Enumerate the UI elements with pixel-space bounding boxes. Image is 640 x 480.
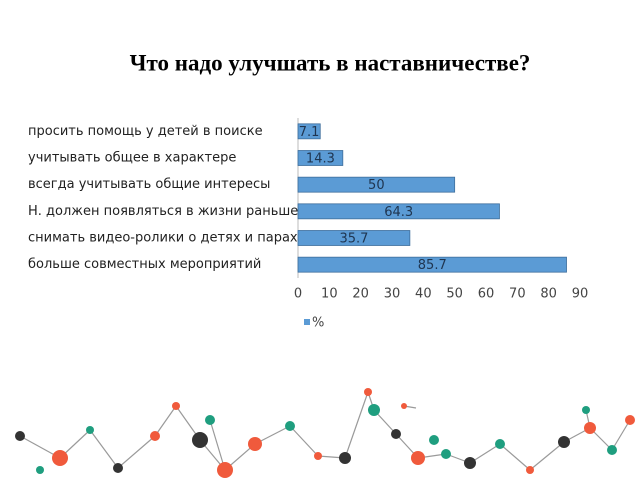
y-tick-label: Н. должен появляться в жизни раньше [28, 204, 298, 219]
value-label: 85.7 [418, 258, 447, 273]
y-tick-label: просить помощь у детей в поиске [28, 124, 263, 139]
x-tick-label: 80 [540, 287, 557, 302]
bar [297, 230, 411, 246]
x-tick-label: 90 [572, 287, 589, 302]
legend-swatch [304, 319, 310, 325]
chart-title: Что надо улучшать в наставничестве? [130, 50, 531, 75]
legend-label: % [312, 316, 324, 331]
x-tick-label: 0 [294, 287, 302, 302]
y-tick-label: снимать видео-ролики о детях и парах [28, 231, 298, 246]
x-tick-label: 40 [415, 287, 432, 302]
x-tick-label: 50 [446, 287, 463, 302]
x-tick-label: 60 [478, 287, 495, 302]
x-tick-label: 70 [509, 287, 526, 302]
bar [297, 203, 500, 220]
x-tick-label: 20 [352, 287, 369, 302]
y-tick-label: учитывать общее в характере [28, 151, 236, 166]
bar [297, 123, 321, 140]
value-label: 35.7 [339, 232, 368, 247]
bar [297, 256, 567, 273]
value-label: 50 [368, 178, 385, 193]
y-tick-label: больше совместных мероприятий [28, 257, 261, 272]
value-label: 14.3 [306, 152, 335, 167]
x-tick-label: 10 [321, 287, 338, 302]
decoration-dots [15, 388, 635, 478]
value-label: 7.1 [299, 125, 320, 140]
bar [297, 176, 456, 193]
x-tick-label: 30 [384, 287, 401, 302]
decoration [19, 391, 631, 471]
value-label: 64.3 [384, 205, 413, 220]
bar [297, 150, 344, 166]
y-tick-label: всегда учитывать общие интересы [28, 177, 270, 192]
